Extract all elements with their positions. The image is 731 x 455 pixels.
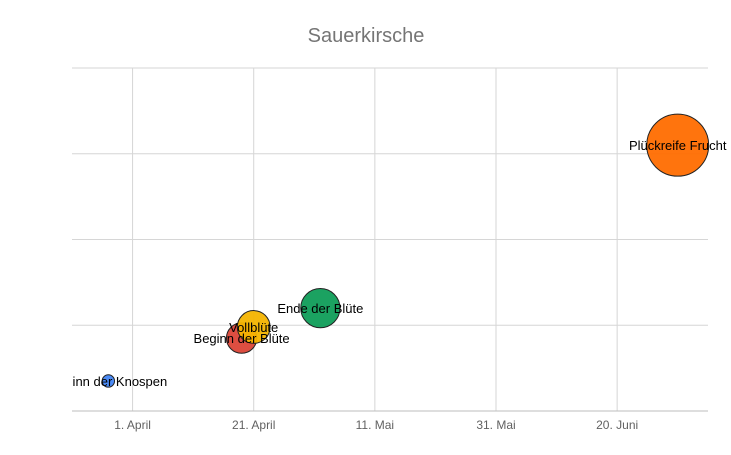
bubble — [646, 113, 710, 177]
chart-title: Sauerkirsche — [308, 25, 425, 47]
bubble-label: Beginn der Knospen — [49, 374, 167, 389]
bubble-label: Plückreife Frucht — [629, 138, 727, 153]
bubble — [101, 374, 116, 388]
x-tick-label: 21. April — [232, 418, 275, 432]
x-tick-label: 20. Juni — [596, 418, 638, 432]
bubble-label: Ende der Blüte — [277, 301, 363, 316]
x-tick-label: 1. April — [114, 418, 151, 432]
x-tick-label: 11. Mai — [356, 418, 394, 432]
horizontal-gridlines — [72, 67, 708, 412]
bubbles — [101, 113, 710, 388]
x-tick-label: 31. Mai — [476, 418, 515, 432]
x-axis-tick-labels: 1. April 21. April 11. Mai 31. Mai 20. Juni — [114, 418, 638, 432]
bubble-label: Beginn der Blüte — [194, 331, 290, 346]
bubble-label: Vollblüte — [229, 320, 278, 335]
bubble — [236, 310, 271, 344]
bubble — [300, 287, 341, 329]
bubble-labels: Beginn der Knospen Beginn der BlüteVollbl… — [49, 138, 727, 389]
